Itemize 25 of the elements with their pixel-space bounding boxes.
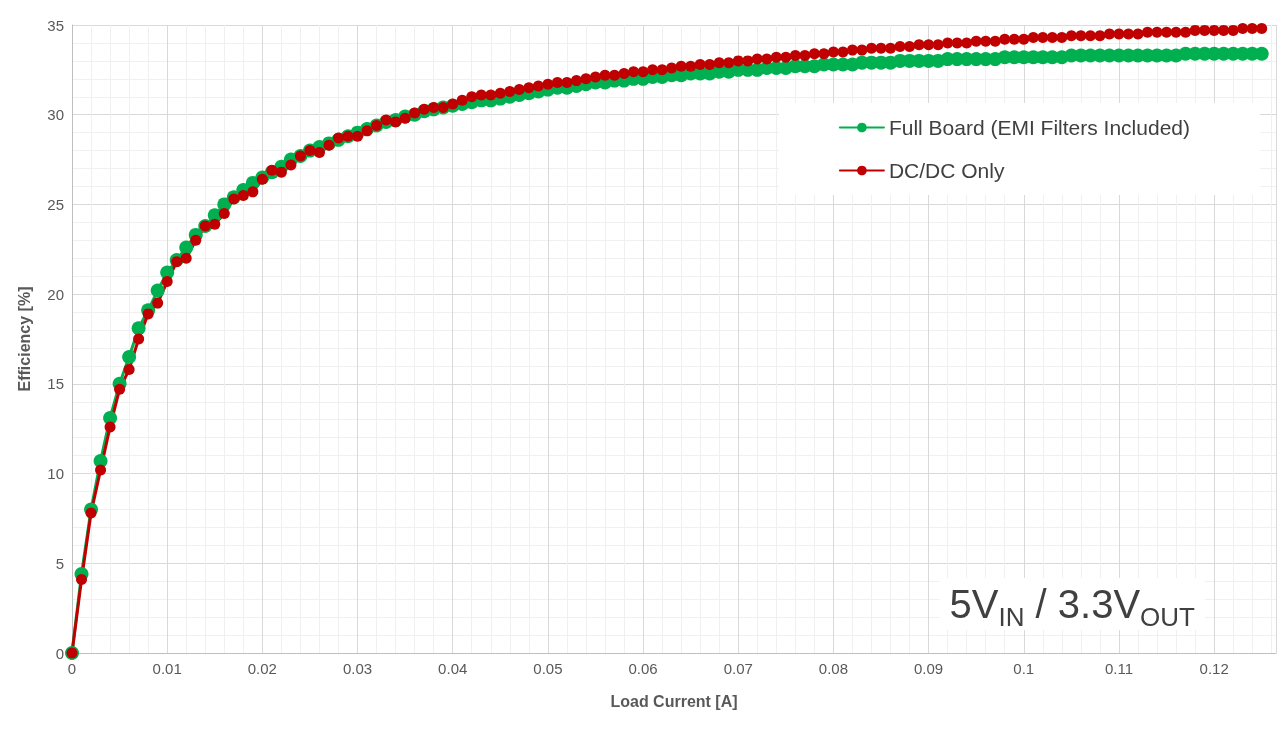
x-tick-label: 0.12 [1199, 660, 1229, 677]
x-tick-label: 0.07 [723, 660, 753, 677]
x-tick-label: 0.11 [1104, 660, 1133, 677]
x-tick-label: 0.02 [247, 660, 277, 677]
x-tick-label: 0.01 [152, 660, 182, 677]
y-tick-label: 5 [55, 554, 64, 572]
x-tick-label: 0.04 [438, 660, 468, 677]
y-tick-label: 25 [47, 195, 64, 213]
y-tick-label: 0 [55, 644, 64, 662]
x-tick-label: 0.1 [1013, 660, 1035, 677]
y-tick-label: 30 [47, 106, 64, 124]
y-axis-title: Efficiency [%] [15, 286, 33, 392]
x-tick-label: 0.06 [628, 660, 658, 677]
y-tick-label: 10 [47, 465, 64, 483]
legend-label: DC/DC Only [888, 159, 1005, 182]
x-axis-title: Load Current [A] [610, 692, 738, 710]
legend-label: Full Board (EMI Filters Included) [888, 116, 1191, 139]
y-tick-label: 15 [47, 375, 64, 393]
x-tick-label: 0.05 [533, 660, 563, 677]
y-tick-label: 35 [47, 16, 64, 34]
x-tick-label: 0.03 [342, 660, 373, 677]
x-tick-label: 0 [67, 660, 77, 677]
y-tick-label: 20 [47, 285, 64, 303]
x-tick-label: 0.09 [914, 660, 944, 677]
x-tick-label: 0.08 [818, 660, 849, 677]
